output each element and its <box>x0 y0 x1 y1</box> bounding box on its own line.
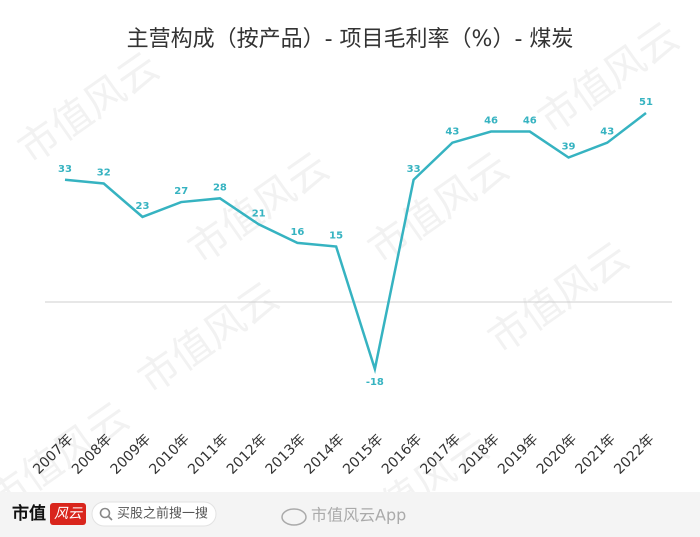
footer-logo: 市值 <box>12 503 46 524</box>
data-label: 46 <box>523 116 537 127</box>
search-placeholder: 买股之前搜一搜 <box>117 506 208 522</box>
data-label: 28 <box>213 182 227 193</box>
weibo-icon <box>281 508 307 526</box>
data-label: 23 <box>136 201 150 212</box>
data-label: 51 <box>639 97 653 108</box>
footer-logo-badge: 风云 <box>54 506 83 522</box>
search-icon <box>99 507 111 519</box>
line <box>64 112 647 374</box>
chart-title: 主营构成（按产品）- 项目毛利率（%）- 煤炭 <box>127 27 574 52</box>
data-label: 43 <box>445 127 459 138</box>
data-label: 27 <box>174 186 188 197</box>
data-label: -18 <box>366 377 384 388</box>
data-label: 43 <box>600 127 614 138</box>
data-label: 33 <box>58 164 72 175</box>
data-label: 32 <box>97 167 111 178</box>
data-label: 33 <box>407 164 421 175</box>
logo-badge-bg <box>50 503 86 525</box>
data-label: 15 <box>329 231 343 242</box>
search-box[interactable] <box>91 501 217 527</box>
search-icon-handle <box>107 515 113 521</box>
data-label: 21 <box>252 208 266 219</box>
weibo-handle: 市值风云App <box>311 506 406 525</box>
data-label: 46 <box>484 116 498 127</box>
data-label: 39 <box>562 142 576 153</box>
data-label: 16 <box>290 227 304 238</box>
